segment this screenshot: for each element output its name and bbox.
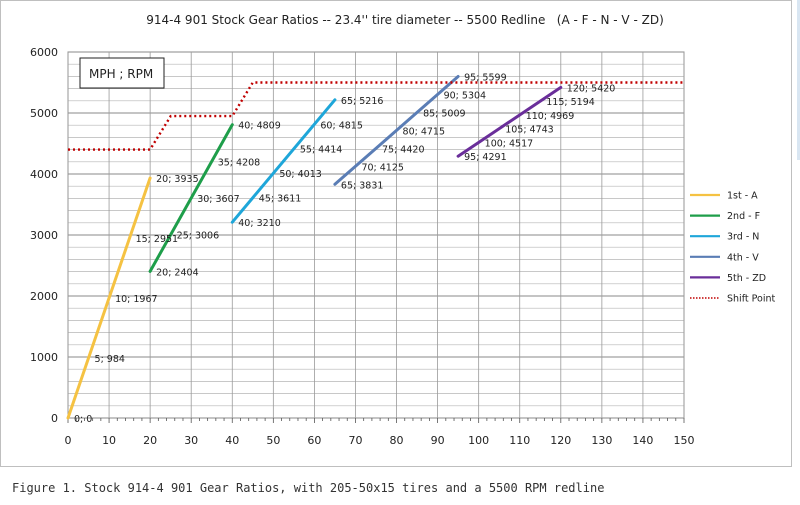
data-label: 120; 5420 [567,83,616,94]
data-label: 115; 5194 [546,97,595,108]
x-tick-label: 150 [674,434,695,447]
legend-label: 3rd - N [727,232,759,243]
series-line-4 [456,85,563,158]
series-line-1 [148,123,234,273]
data-label: 20; 3935 [156,174,199,185]
data-label: 85; 5009 [423,108,466,119]
legend-label: 5th - ZD [727,273,766,284]
x-tick-label: 130 [591,434,612,447]
axes: 0 10 20 30 40 50 60 70 80 90 100 110 120 130 140 150 0 10… [30,46,695,447]
series-lines [66,75,684,420]
data-label: 45; 3611 [259,194,302,205]
data-label: 90; 5304 [444,90,487,101]
legend-label: 2nd - F [727,211,760,222]
figure-caption: Figure 1. Stock 914-4 901 Gear Ratios, w… [12,481,605,495]
data-label: 15; 2951 [136,234,179,245]
y-tick-label: 1000 [30,351,58,364]
data-label: 20; 2404 [156,267,199,278]
series-line-0 [66,176,152,420]
series-line-3 [333,75,460,186]
y-tick-label: 2000 [30,290,58,303]
x-tick-label: 40 [225,434,239,447]
data-labels: 0; 0 5; 984 10; 1967 15; 2951 20; 3935 20; 24… [74,72,615,425]
data-label: 60; 4815 [320,120,363,131]
y-tick-label: 5000 [30,107,58,120]
y-tick-label: 0 [51,412,58,425]
data-label: 35; 4208 [218,157,261,168]
y-tick-label: 6000 [30,46,58,59]
chart-title: 914-4 901 Stock Gear Ratios -- 23.4'' ti… [146,13,664,27]
x-tick-label: 0 [65,434,72,447]
units-box-label: MPH ; RPM [89,67,153,81]
data-label: 40; 3210 [238,218,281,229]
x-tick-label: 100 [468,434,489,447]
legend-label: 4th - V [727,252,759,263]
data-label: 50; 4013 [279,169,322,180]
data-label: 80; 4715 [403,126,446,137]
data-label: 95; 4291 [464,152,507,163]
window-edge [797,0,800,160]
y-tick-label: 3000 [30,229,58,242]
gear-ratio-chart: 914-4 901 Stock Gear Ratios -- 23.4'' ti… [30,13,775,447]
y-tick-label: 4000 [30,168,58,181]
x-tick-label: 50 [266,434,280,447]
legend-label: Shift Point [727,294,775,305]
units-box: MPH ; RPM [79,57,165,89]
legend-label: 1st - A [727,191,758,202]
x-tick-label: 80 [390,434,404,447]
legend: 1st - A 2nd - F 3rd - N 4th - V 5th - ZD Shif… [690,191,775,305]
x-tick-label: 60 [307,434,321,447]
data-label: 100; 4517 [485,138,534,149]
data-label: 40; 4809 [238,121,281,132]
data-label: 5; 984 [95,354,125,365]
data-label: 95; 5599 [464,72,507,83]
x-tick-label: 120 [550,434,571,447]
data-label: 75; 4420 [382,144,425,155]
series-line-2 [230,98,337,224]
x-tick-label: 110 [509,434,530,447]
data-label: 105; 4743 [505,125,554,136]
data-label: 110; 4969 [526,111,575,122]
x-tick-label: 70 [348,434,362,447]
data-label: 30; 3607 [197,194,240,205]
data-label: 65; 3831 [341,180,384,191]
data-label: 10; 1967 [115,294,158,305]
data-label: 70; 4125 [361,162,404,173]
data-label: 65; 5216 [341,96,384,107]
x-tick-label: 90 [431,434,445,447]
x-tick-label: 140 [632,434,653,447]
x-tick-label: 20 [143,434,157,447]
x-tick-label: 10 [102,434,116,447]
data-label: 25; 3006 [177,231,220,242]
x-tick-label: 30 [184,434,198,447]
data-label: 0; 0 [74,414,92,425]
data-label: 55; 4414 [300,145,343,156]
